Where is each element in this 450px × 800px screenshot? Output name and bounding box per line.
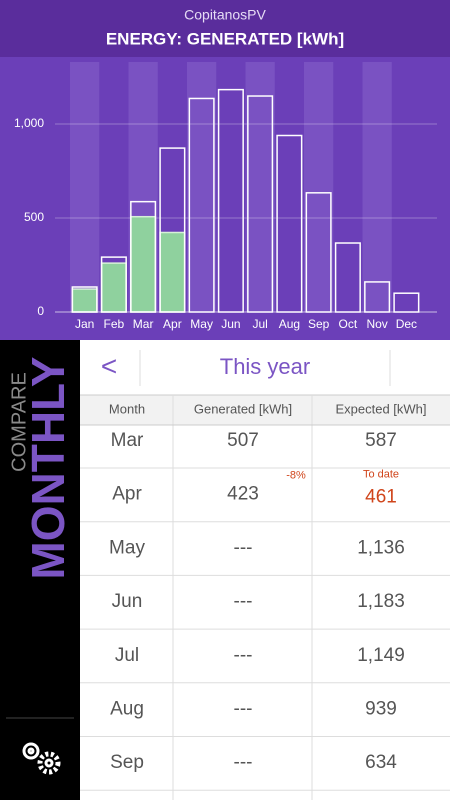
x-tick-label: Feb	[104, 317, 125, 331]
x-tick-label: Jun	[221, 317, 240, 331]
expected-cell: 587	[365, 430, 397, 451]
generated-cell: ---	[234, 752, 253, 773]
x-tick-label: Aug	[279, 317, 300, 331]
y-tick-label: 1,000	[14, 116, 44, 130]
chart: 0 500 1,000 Jan Feb Mar Apr May Jun Jul Aug Sep Oct N…	[14, 62, 437, 331]
month-cell: Aug	[110, 699, 144, 720]
settings-icon[interactable]	[22, 742, 61, 775]
y-tick-label: 0	[37, 304, 44, 318]
generated-cell: ---	[234, 699, 253, 720]
bar	[130, 215, 157, 313]
table: Month Generated [kWh] Expected [kWh] Mar 507…	[80, 395, 450, 800]
y-tick-label: 500	[24, 210, 44, 224]
column-header: Generated [kWh]	[194, 401, 292, 416]
delta: -13%	[283, 416, 309, 428]
month-cell: Apr	[112, 484, 142, 505]
x-tick-label: Jan	[75, 317, 94, 331]
x-tick-label: Oct	[339, 317, 358, 331]
bar	[71, 288, 98, 313]
back-button[interactable]: <	[101, 350, 117, 381]
table-header	[80, 395, 450, 425]
column-header: Expected [kWh]	[335, 401, 426, 416]
sidebar-top: COMPARE	[8, 372, 30, 472]
generated-cell: ---	[234, 591, 253, 612]
column-stripe	[245, 62, 275, 312]
expected-cell: 1,136	[357, 537, 405, 558]
column-stripe	[187, 62, 217, 312]
column-stripe	[304, 62, 334, 312]
x-tick-label: Sep	[308, 317, 330, 331]
generated-cell: ---	[234, 645, 253, 666]
expected-cell: 461	[365, 487, 397, 508]
expected-cell: 1,183	[357, 591, 405, 612]
x-tick-label: Mar	[133, 317, 154, 331]
generated-cell: ---	[234, 537, 253, 558]
expected-cell: 939	[365, 699, 397, 720]
period-title: This year	[220, 354, 310, 379]
month-cell: Jun	[112, 591, 143, 612]
header-bar	[0, 0, 450, 57]
month-cell: Sep	[110, 752, 144, 773]
expected-cell: 1,149	[357, 645, 405, 666]
sidebar-main[interactable]: MONTHLY	[22, 356, 74, 579]
x-tick-label: May	[190, 317, 213, 331]
x-tick-label: Apr	[163, 317, 182, 331]
bar	[159, 231, 186, 313]
column-stripe	[70, 62, 100, 312]
month-cell: Mar	[111, 430, 144, 451]
month-cell: May	[109, 537, 145, 558]
x-tick-label: Jul	[252, 317, 267, 331]
note: To date	[363, 469, 399, 481]
column-header: Month	[109, 401, 145, 416]
app-name: CopitanosPV	[184, 7, 266, 23]
month-cell: Jul	[115, 645, 139, 666]
generated-cell: 507	[227, 430, 259, 451]
delta: -8%	[286, 470, 306, 482]
column-stripe	[362, 62, 392, 312]
bar	[100, 262, 127, 313]
chart-title: ENERGY: GENERATED [kWh]	[106, 29, 344, 48]
generated-cell: 423	[227, 484, 259, 505]
x-tick-label: Dec	[396, 317, 417, 331]
sidebar	[0, 340, 80, 800]
x-tick-label: Nov	[366, 317, 387, 331]
table-body: Mar 507 -13% 587 Apr 423 -8% To date 461 May --- 1,…	[80, 416, 450, 791]
expected-cell: 634	[365, 752, 397, 773]
